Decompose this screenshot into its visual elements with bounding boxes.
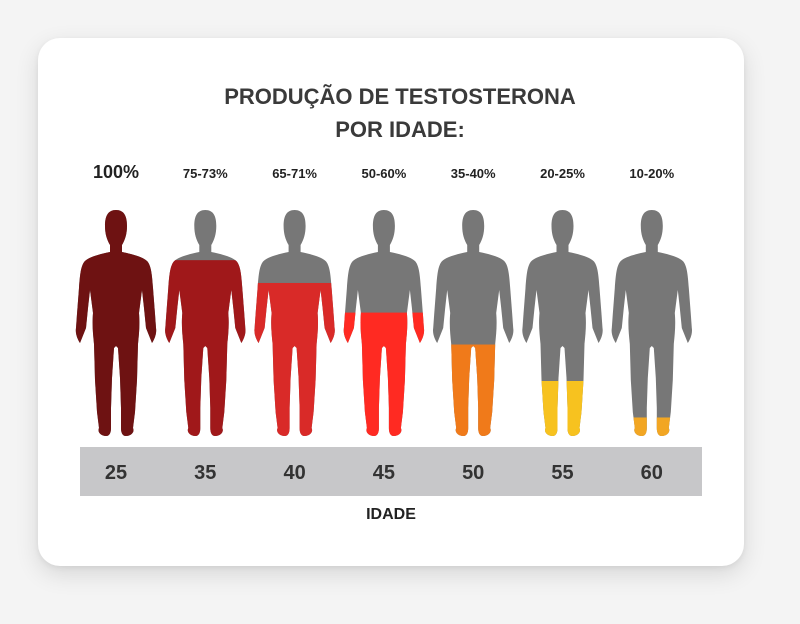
age-tick-45: 45 <box>373 462 395 484</box>
x-axis-label: IDADE <box>366 506 416 523</box>
figures <box>75 210 692 436</box>
age-tick-labels: 25 35 40 45 50 55 60 <box>105 462 663 484</box>
bar-fill-35 <box>165 260 246 436</box>
age-band <box>80 447 702 496</box>
data-label-35: 75-73% <box>183 166 228 181</box>
data-label-45: 50-60% <box>361 166 406 181</box>
bar-fill-45 <box>343 312 425 436</box>
bar-fill-25 <box>75 210 157 436</box>
data-labels: 100% 75-73% 65-71% 50-60% 35-40% 20-25% 10-20% <box>93 162 675 182</box>
figure-base-60 <box>611 210 692 436</box>
figure-base-55 <box>522 210 603 436</box>
chart-title-line1: PRODUÇÃO DE TESTOSTERONA <box>224 84 576 109</box>
bar-fill-50 <box>433 344 514 436</box>
figure-50 <box>433 210 514 436</box>
data-label-50: 35-40% <box>451 166 496 181</box>
chart-title: PRODUÇÃO DE TESTOSTERONA POR IDADE: <box>0 80 800 146</box>
figure-40 <box>254 210 335 436</box>
figure-base-50 <box>433 210 514 436</box>
age-tick-50: 50 <box>462 462 484 484</box>
bar-fill-60 <box>611 417 692 436</box>
data-label-25: 100% <box>93 162 139 182</box>
figure-55 <box>522 210 603 436</box>
bar-fill-40 <box>254 282 335 436</box>
data-label-55: 20-25% <box>540 166 585 181</box>
age-tick-35: 35 <box>194 462 216 484</box>
age-tick-25: 25 <box>105 462 127 484</box>
figure-35 <box>165 210 246 436</box>
figure-60 <box>611 210 692 436</box>
data-label-40: 65-71% <box>272 166 317 181</box>
chart-title-line2: POR IDADE: <box>335 117 465 142</box>
data-label-60: 10-20% <box>629 166 674 181</box>
age-tick-60: 60 <box>641 462 663 484</box>
age-tick-55: 55 <box>551 462 573 484</box>
bar-fill-55 <box>522 381 603 436</box>
figure-45 <box>343 210 425 436</box>
figure-25 <box>75 210 157 436</box>
age-tick-40: 40 <box>283 462 305 484</box>
